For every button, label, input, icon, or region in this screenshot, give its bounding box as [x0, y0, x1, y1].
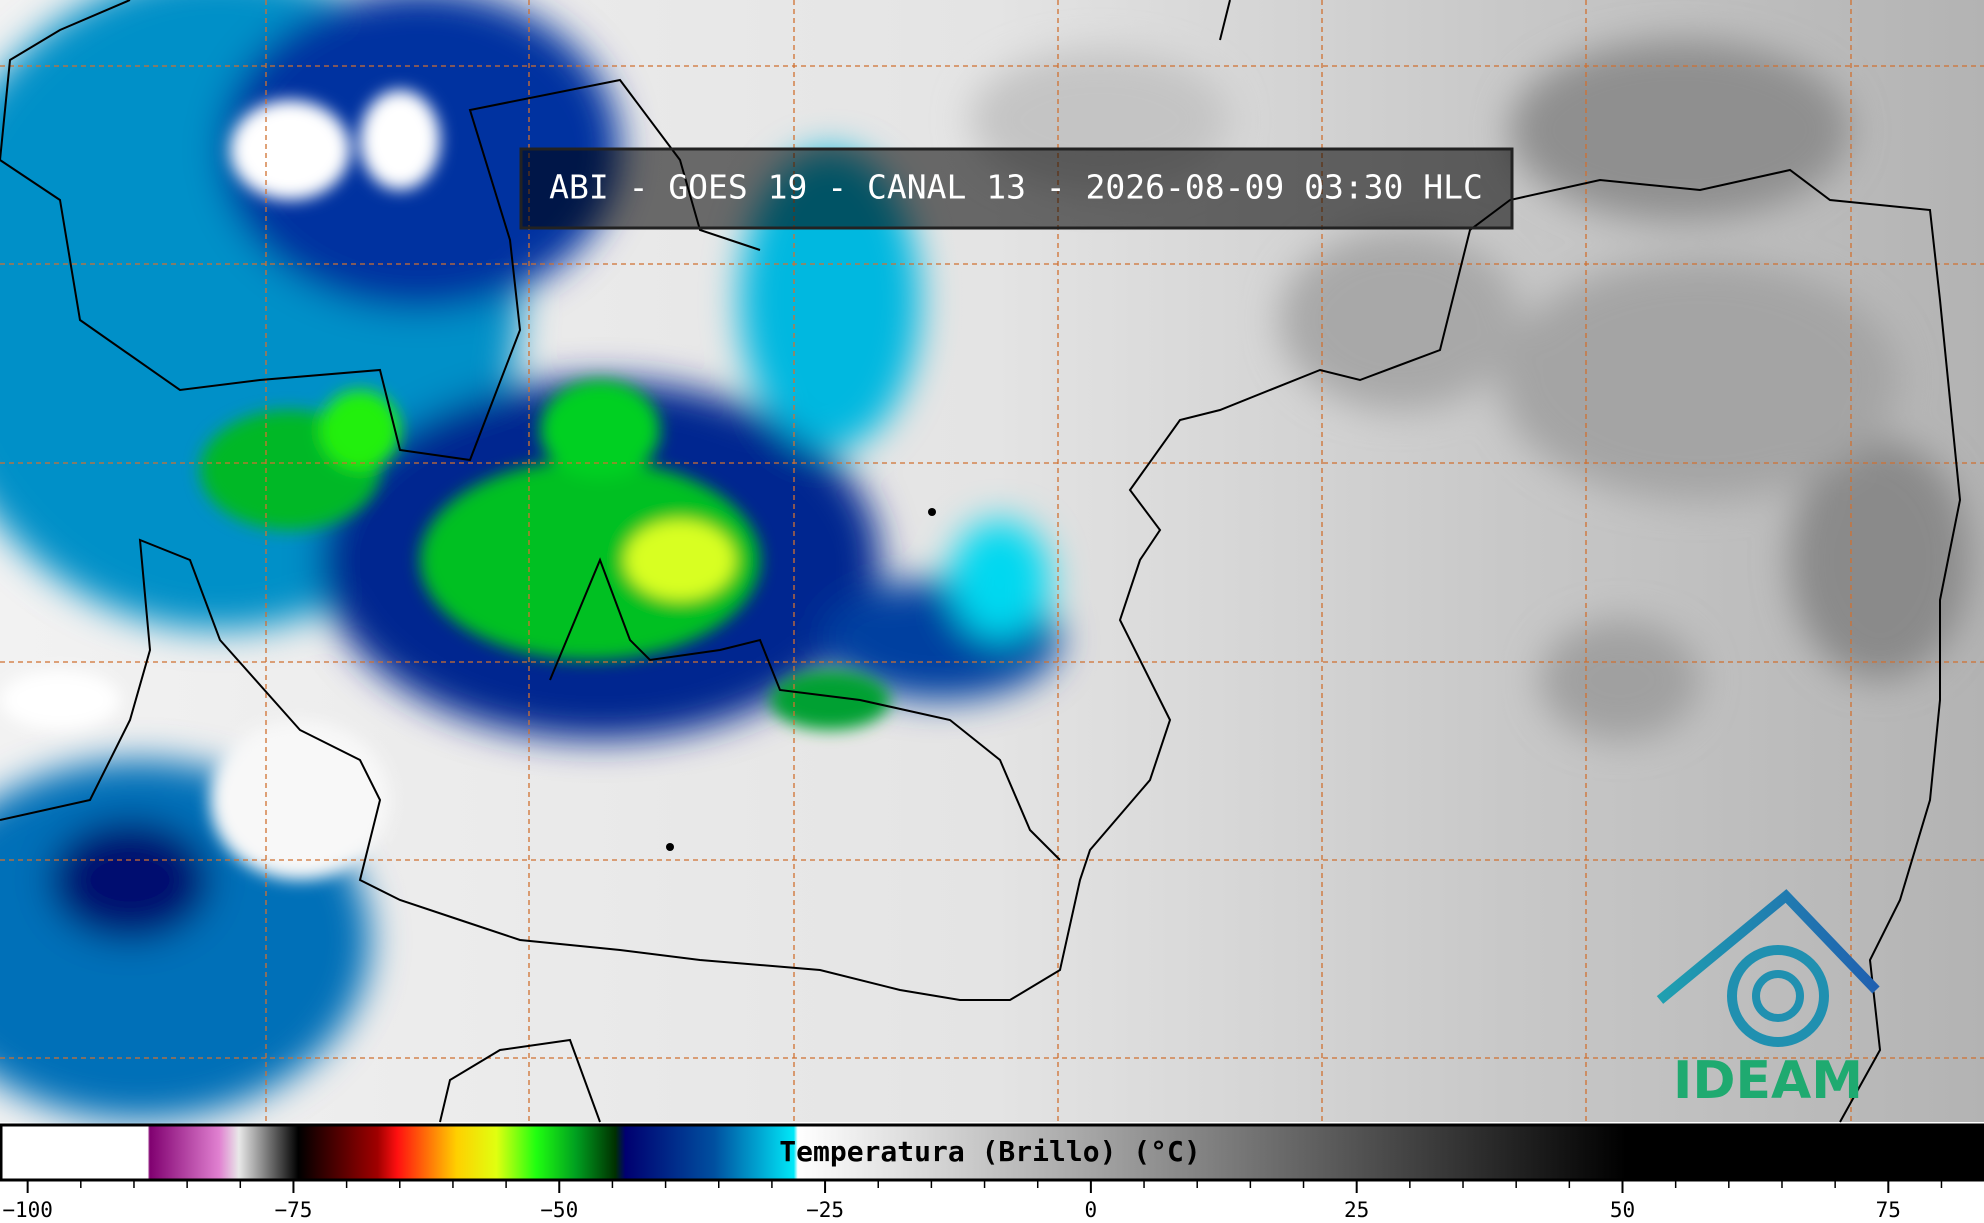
city-dot — [666, 843, 674, 851]
colorbar: Temperatura (Brillo) (°C) — [0, 1123, 1984, 1182]
map-grid — [0, 0, 1984, 1122]
logo-text: IDEAM — [1673, 1051, 1863, 1111]
colorbar-tick-label: −100 — [2, 1198, 53, 1222]
city-dot — [928, 508, 936, 516]
colorbar-tick-label: −75 — [274, 1198, 312, 1222]
title-box: ABI - GOES 19 - CANAL 13 - 2026-08-09 03… — [519, 147, 1514, 230]
logo: IDEAM — [1656, 889, 1880, 1111]
colorbar-tick-label: 75 — [1876, 1198, 1901, 1222]
colorbar-tick-label: 25 — [1344, 1198, 1369, 1222]
borders — [0, 0, 1962, 1123]
colorbar-tick-label: 0 — [1085, 1198, 1098, 1222]
colorbar-tick-label: −50 — [540, 1198, 578, 1222]
title: ABI - GOES 19 - CANAL 13 - 2026-08-09 03… — [549, 168, 1483, 207]
colorbar-label: Temperatura (Brillo) (°C) — [779, 1135, 1200, 1168]
colorbar-tick-label: −25 — [806, 1198, 844, 1222]
colorbar-tick-label: 50 — [1610, 1198, 1635, 1222]
